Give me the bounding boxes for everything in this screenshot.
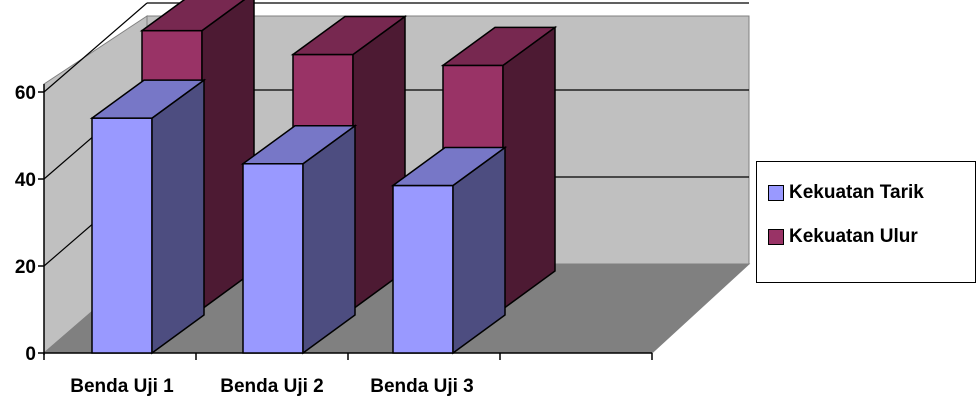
bar-tarik-3-front <box>392 184 454 354</box>
x-category-label: Benda Uji 2 <box>220 376 323 397</box>
y-tick-label: 60 <box>15 83 36 104</box>
legend-label-2: Kekuatan Ulur <box>789 226 918 247</box>
bar-tarik-1-front <box>91 117 153 354</box>
y-tick-label: 20 <box>15 257 36 278</box>
legend-swatch-2 <box>768 229 784 245</box>
bar-tarik-3-top <box>390 146 508 187</box>
bar-ulur-3-side <box>502 25 556 311</box>
bar-tarik-3 <box>390 146 508 355</box>
x-category-label: Benda Uji 1 <box>70 376 174 397</box>
gridline-side <box>43 2 148 93</box>
legend-swatch-1 <box>768 185 784 201</box>
x-category-labels: Benda Uji 1 Benda Uji 2 Benda Uji 3 <box>70 376 473 397</box>
bar-tarik-2-top <box>240 125 358 165</box>
bar-tarik-2 <box>240 124 358 355</box>
bar-ulur-1-top <box>139 0 246 32</box>
bar-tarik-2-front <box>242 163 304 354</box>
y-tick-label: 40 <box>15 170 36 191</box>
legend-item-1: Kekuatan Tarik <box>768 182 924 204</box>
x-category-label: Benda Uji 3 <box>370 376 473 397</box>
bar-ulur-3-top <box>440 26 558 67</box>
bars <box>89 0 558 355</box>
bar-tarik-1 <box>89 78 207 355</box>
bar-tarik-2-side <box>302 124 356 355</box>
legend-item-2: Kekuatan Ulur <box>768 226 918 248</box>
y-tick-label: 0 <box>25 344 36 365</box>
bar-ulur-2-top <box>290 15 408 56</box>
legend: Kekuatan Tarik Kekuatan Ulur <box>756 161 976 283</box>
y-tick-labels: 0 20 40 60 <box>15 83 36 365</box>
legend-label-1: Kekuatan Tarik <box>789 182 924 203</box>
bar-tarik-1-top <box>89 79 207 119</box>
bar-tarik-1-side <box>151 78 205 355</box>
